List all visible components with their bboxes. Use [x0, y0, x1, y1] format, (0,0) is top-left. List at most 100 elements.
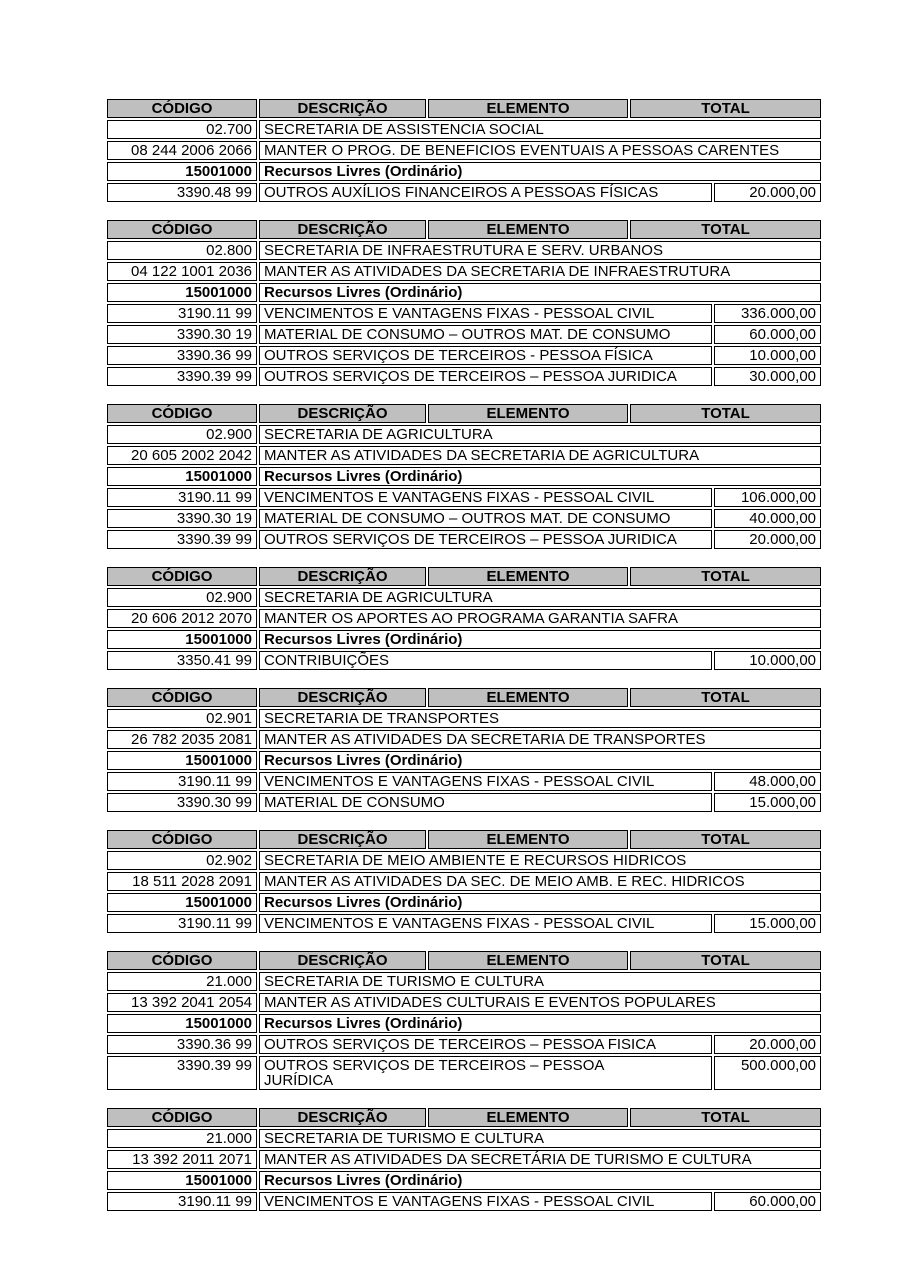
organ-row: 02.800 SECRETARIA DE INFRAESTRUTURA E SER…: [107, 241, 822, 260]
element-total-cell: 20.000,00: [714, 183, 822, 202]
element-code-cell: 3390.30 99: [107, 793, 257, 812]
element-code-cell: 3390.39 99: [107, 367, 257, 386]
element-code-cell: 3390.36 99: [107, 1035, 257, 1054]
header-elemento: ELEMENTO: [428, 99, 628, 118]
element-total-cell: 10.000,00: [714, 651, 822, 670]
organ-row: 02.900 SECRETARIA DE AGRICULTURA: [107, 588, 822, 607]
source-name-cell: Recursos Livres (Ordinário): [259, 1171, 822, 1190]
element-row: 3390.30 99 MATERIAL DE CONSUMO 15.000,00: [107, 793, 822, 812]
budget-document-page: CÓDIGO DESCRIÇÃO ELEMENTO TOTAL 02.700 SECRET…: [105, 97, 823, 1227]
action-row: 13 392 2041 2054 MANTER AS ATIVIDADES CUL…: [107, 993, 822, 1012]
element-code-cell: 3390.39 99: [107, 530, 257, 549]
element-row: 3190.11 99 VENCIMENTOS E VANTAGENS FIXAS …: [107, 772, 822, 791]
organ-row: 02.700 SECRETARIA DE ASSISTENCIA SOCIAL: [107, 120, 822, 139]
action-code-cell: 13 392 2041 2054: [107, 993, 257, 1012]
action-row: 08 244 2006 2066 MANTER O PROG. DE BENEFI…: [107, 141, 822, 160]
element-name-cell: OUTROS SERVIÇOS DE TERCEIROS – PESSOA JU…: [259, 1056, 712, 1090]
action-name-cell: MANTER AS ATIVIDADES CULTURAIS E EVENTOS…: [259, 993, 822, 1012]
source-code-cell: 15001000: [107, 751, 257, 770]
element-name-cell: OUTROS SERVIÇOS DE TERCEIROS – PESSOA FI…: [259, 1035, 712, 1054]
action-row: 04 122 1001 2036 MANTER AS ATIVIDADES DA …: [107, 262, 822, 281]
element-row: 3390.36 99 OUTROS SERVIÇOS DE TERCEIROS –…: [107, 1035, 822, 1054]
header-elemento: ELEMENTO: [428, 951, 628, 970]
element-row: 3190.11 99 VENCIMENTOS E VANTAGENS FIXAS …: [107, 488, 822, 507]
organ-row: 02.900 SECRETARIA DE AGRICULTURA: [107, 425, 822, 444]
organ-code-cell: 02.901: [107, 709, 257, 728]
header-total: TOTAL: [630, 951, 822, 970]
element-row: 3390.48 99 OUTROS AUXÍLIOS FINANCEIROS A …: [107, 183, 822, 202]
element-code-cell: 3190.11 99: [107, 1192, 257, 1211]
budget-table: CÓDIGO DESCRIÇÃO ELEMENTO TOTAL 21.000 SECRET…: [105, 1106, 823, 1213]
source-code-cell: 15001000: [107, 1171, 257, 1190]
organ-name-cell: SECRETARIA DE ASSISTENCIA SOCIAL: [259, 120, 822, 139]
organ-code-cell: 02.902: [107, 851, 257, 870]
action-row: 20 605 2002 2042 MANTER AS ATIVIDADES DA …: [107, 446, 822, 465]
action-name-cell: MANTER O PROG. DE BENEFICIOS EVENTUAIS A…: [259, 141, 822, 160]
element-total-cell: 336.000,00: [714, 304, 822, 323]
action-code-cell: 13 392 2011 2071: [107, 1150, 257, 1169]
action-code-cell: 20 605 2002 2042: [107, 446, 257, 465]
action-name-cell: MANTER AS ATIVIDADES DA SECRETARIA DE AG…: [259, 446, 822, 465]
element-row: 3190.11 99 VENCIMENTOS E VANTAGENS FIXAS …: [107, 304, 822, 323]
organ-name-cell: SECRETARIA DE AGRICULTURA: [259, 588, 822, 607]
source-row: 15001000 Recursos Livres (Ordinário): [107, 467, 822, 486]
element-row: 3390.30 19 MATERIAL DE CONSUMO – OUTROS M…: [107, 325, 822, 344]
element-row: 3390.30 19 MATERIAL DE CONSUMO – OUTROS M…: [107, 509, 822, 528]
organ-code-cell: 02.800: [107, 241, 257, 260]
element-total-cell: 48.000,00: [714, 772, 822, 791]
element-total-cell: 15.000,00: [714, 793, 822, 812]
action-row: 26 782 2035 2081 MANTER AS ATIVIDADES DA …: [107, 730, 822, 749]
element-total-cell: 60.000,00: [714, 1192, 822, 1211]
source-name-cell: Recursos Livres (Ordinário): [259, 751, 822, 770]
header-codigo: CÓDIGO: [107, 404, 257, 423]
header-elemento: ELEMENTO: [428, 688, 628, 707]
element-name-cell: MATERIAL DE CONSUMO: [259, 793, 712, 812]
element-name-cell: OUTROS AUXÍLIOS FINANCEIROS A PESSOAS FÍ…: [259, 183, 712, 202]
table-header-row: CÓDIGO DESCRIÇÃO ELEMENTO TOTAL: [107, 404, 822, 423]
header-total: TOTAL: [630, 404, 822, 423]
element-code-cell: 3190.11 99: [107, 488, 257, 507]
element-name-cell: MATERIAL DE CONSUMO – OUTROS MAT. DE CON…: [259, 325, 712, 344]
header-codigo: CÓDIGO: [107, 688, 257, 707]
budget-table: CÓDIGO DESCRIÇÃO ELEMENTO TOTAL 02.800 SECRET…: [105, 218, 823, 388]
element-code-cell: 3390.30 19: [107, 509, 257, 528]
element-name-cell: OUTROS SERVIÇOS DE TERCEIROS - PESSOA FÍ…: [259, 346, 712, 365]
header-total: TOTAL: [630, 830, 822, 849]
source-code-cell: 15001000: [107, 467, 257, 486]
source-row: 15001000 Recursos Livres (Ordinário): [107, 162, 822, 181]
header-descricao: DESCRIÇÃO: [259, 1108, 426, 1127]
organ-row: 02.902 SECRETARIA DE MEIO AMBIENTE E RECU…: [107, 851, 822, 870]
header-codigo: CÓDIGO: [107, 830, 257, 849]
organ-row: 21.000 SECRETARIA DE TURISMO E CULTURA: [107, 1129, 822, 1148]
organ-row: 02.901 SECRETARIA DE TRANSPORTES: [107, 709, 822, 728]
element-code-cell: 3390.39 99: [107, 1056, 257, 1090]
header-codigo: CÓDIGO: [107, 951, 257, 970]
element-total-cell: 60.000,00: [714, 325, 822, 344]
header-total: TOTAL: [630, 567, 822, 586]
element-total-cell: 40.000,00: [714, 509, 822, 528]
source-row: 15001000 Recursos Livres (Ordinário): [107, 1171, 822, 1190]
budget-table: CÓDIGO DESCRIÇÃO ELEMENTO TOTAL 02.902 SECRET…: [105, 828, 823, 935]
source-name-cell: Recursos Livres (Ordinário): [259, 162, 822, 181]
source-name-cell: Recursos Livres (Ordinário): [259, 630, 822, 649]
organ-name-cell: SECRETARIA DE TURISMO E CULTURA: [259, 1129, 822, 1148]
organ-name-cell: SECRETARIA DE INFRAESTRUTURA E SERV. URB…: [259, 241, 822, 260]
element-total-cell: 20.000,00: [714, 530, 822, 549]
budget-table: CÓDIGO DESCRIÇÃO ELEMENTO TOTAL 02.700 SECRET…: [105, 97, 823, 204]
organ-name-cell: SECRETARIA DE TURISMO E CULTURA: [259, 972, 822, 991]
header-elemento: ELEMENTO: [428, 567, 628, 586]
source-code-cell: 15001000: [107, 162, 257, 181]
element-total-cell: 10.000,00: [714, 346, 822, 365]
budget-table: CÓDIGO DESCRIÇÃO ELEMENTO TOTAL 02.900 SECRET…: [105, 402, 823, 551]
element-name-cell: VENCIMENTOS E VANTAGENS FIXAS - PESSOAL …: [259, 772, 712, 791]
source-row: 15001000 Recursos Livres (Ordinário): [107, 630, 822, 649]
organ-name-cell: SECRETARIA DE AGRICULTURA: [259, 425, 822, 444]
table-header-row: CÓDIGO DESCRIÇÃO ELEMENTO TOTAL: [107, 951, 822, 970]
header-codigo: CÓDIGO: [107, 99, 257, 118]
header-total: TOTAL: [630, 1108, 822, 1127]
source-code-cell: 15001000: [107, 283, 257, 302]
element-name-cell: VENCIMENTOS E VANTAGENS FIXAS - PESSOAL …: [259, 488, 712, 507]
table-header-row: CÓDIGO DESCRIÇÃO ELEMENTO TOTAL: [107, 1108, 822, 1127]
element-row: 3190.11 99 VENCIMENTOS E VANTAGENS FIXAS …: [107, 1192, 822, 1211]
element-name-cell: OUTROS SERVIÇOS DE TERCEIROS – PESSOA JU…: [259, 367, 712, 386]
